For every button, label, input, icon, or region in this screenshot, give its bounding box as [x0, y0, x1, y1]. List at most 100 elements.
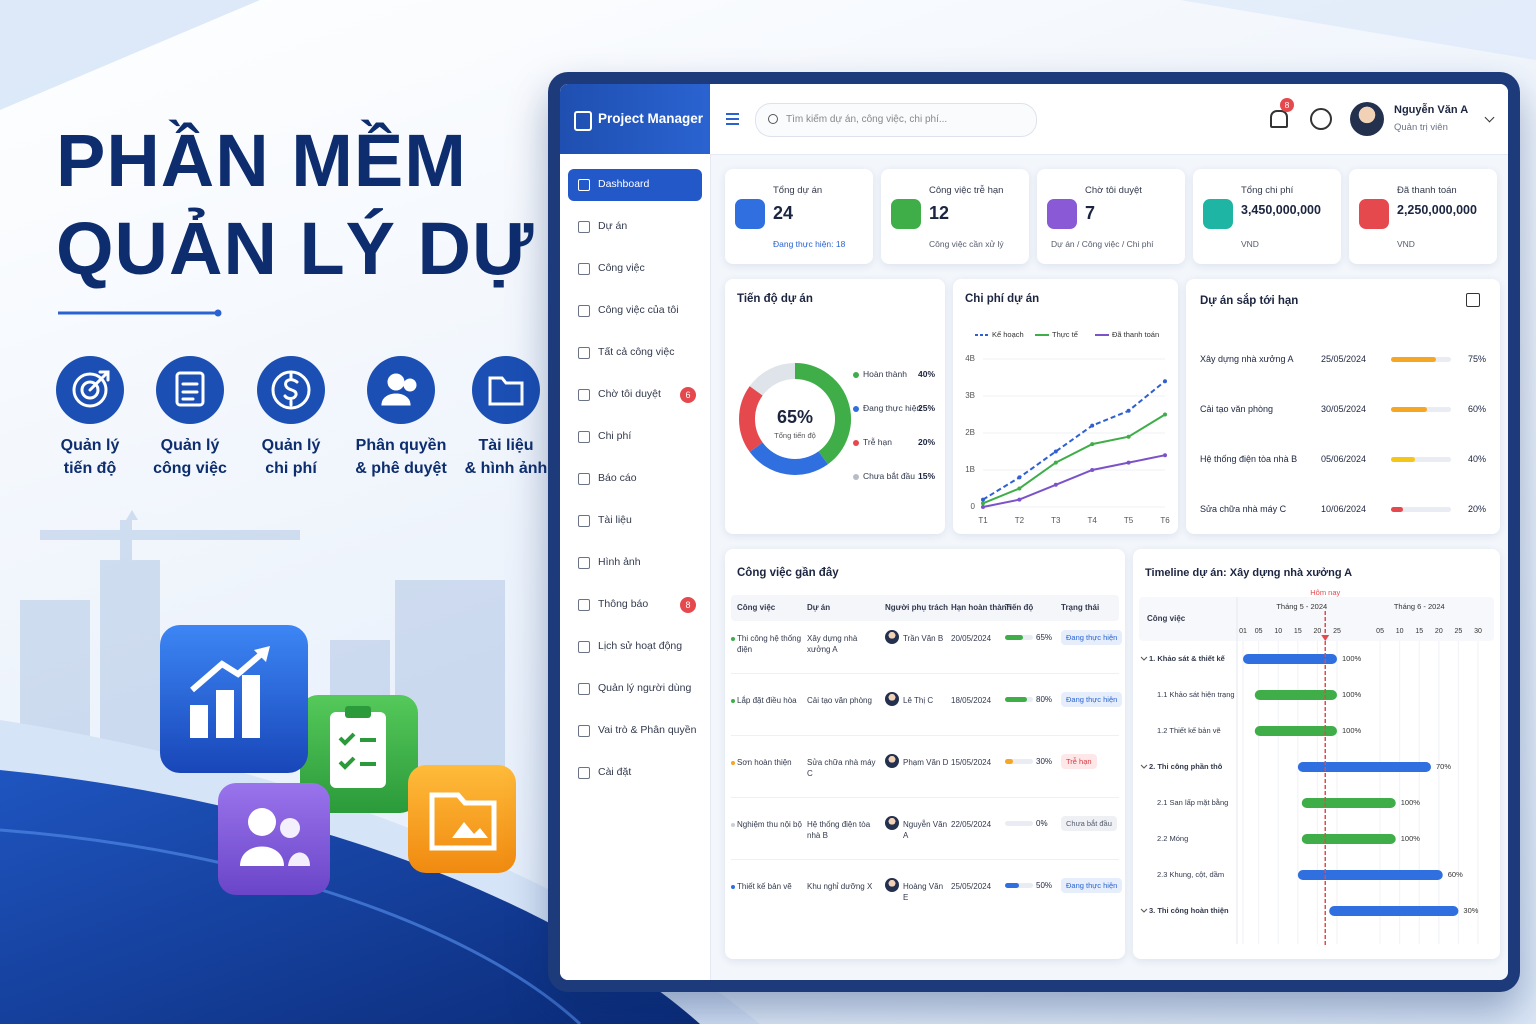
sidebar-label: Cài đặt [598, 766, 632, 778]
wave-line [0, 828, 582, 1024]
sidebar-item[interactable]: Thông báo 8 [568, 589, 702, 621]
deadline-name: Xây dựng nhà xưởng A [1200, 354, 1294, 364]
table-cell: Thiết kế bản vẽ [737, 882, 792, 891]
table-cell: Xây dựng nhà xưởng A [807, 634, 858, 654]
sidebar-item[interactable]: Tất cả công việc [568, 337, 702, 369]
sidebar-icon [578, 473, 590, 485]
device-frame: Project Manager Dashboard Dự án Công việc Cô… [548, 72, 1520, 992]
sidebar-icon [578, 263, 590, 275]
sidebar-label: Báo cáo [598, 472, 637, 484]
bell-icon[interactable] [1270, 110, 1288, 128]
sidebar-item[interactable]: Tài liệu [568, 505, 702, 537]
timeline-header: Công việc [1147, 614, 1186, 623]
card-title: Chi phí dự án [965, 293, 1040, 305]
sidebar-item[interactable]: Công việc của tôi [568, 295, 702, 327]
sidebar-item[interactable]: Quản lý người dùng [568, 673, 702, 705]
group-chevron [1140, 656, 1148, 661]
calendar-icon [1466, 293, 1480, 307]
series-point [1017, 497, 1022, 502]
y-tick-label: 2B [965, 428, 975, 437]
sidebar-badge: 6 [680, 387, 696, 403]
table-cell: Sửa chữa nhà máy C [807, 758, 876, 778]
sidebar-label: Công việc [598, 262, 645, 274]
sidebar-item[interactable]: Dự án [568, 211, 702, 243]
owner-avatar [885, 630, 899, 644]
sidebar-item[interactable]: Chi phí [568, 421, 702, 453]
table-header-bg [731, 595, 1119, 621]
stat-card: Tổng dự án 24 Đang thực hiện: 18 [725, 169, 873, 264]
deadline-name: Cải tạo văn phòng [1200, 404, 1274, 414]
sidebar-label: Chi phí [598, 430, 632, 442]
series-point [1163, 412, 1167, 417]
legend-label: Kế hoạch [992, 330, 1024, 339]
progress-label: 30% [1036, 757, 1053, 766]
sidebar-item[interactable]: Lịch sử hoạt động [568, 631, 702, 663]
stat-label: Chờ tôi duyệt [1085, 185, 1142, 196]
chart-svg: Công việc Tháng 5 - 2024 Tháng 6 - 2024 01 0… [1139, 588, 1494, 947]
sidebar-item[interactable]: Vai trò & Phân quyền [568, 715, 702, 747]
x-tick-label: T4 [1088, 516, 1098, 525]
deadline-percent: 40% [1467, 454, 1486, 464]
feature-label: chi phí [265, 460, 317, 477]
deadline-percent: 60% [1467, 404, 1486, 414]
sidebar-label: Công việc của tôi [598, 304, 679, 316]
sidebar-icon [578, 641, 590, 653]
series-line [982, 413, 1166, 505]
y-tick-label: 4B [965, 354, 975, 363]
donut-center-value: 65% [776, 407, 814, 427]
legend-dot [853, 440, 859, 446]
card-title: Timeline dự án: Xây dựng nhà xưởng A [1145, 567, 1353, 579]
dark-wave [0, 770, 700, 1024]
series-point [1163, 453, 1167, 458]
gantt-bar [1254, 726, 1337, 736]
help-icon[interactable] [1310, 108, 1332, 130]
stat-icon [891, 199, 921, 229]
status-pill: Đang thực hiện [1061, 630, 1123, 645]
row-divider [731, 859, 1119, 860]
series-point [1126, 408, 1131, 413]
series-point [1090, 423, 1095, 428]
gantt-percent: 100% [1401, 834, 1421, 843]
menu-icon-line [726, 113, 739, 115]
legend-label: Đã thanh toán [1112, 330, 1159, 339]
menu-icon-line [726, 123, 739, 125]
series-point [1163, 379, 1167, 384]
row-divider [731, 797, 1119, 798]
gantt-bar [1329, 906, 1459, 916]
sidebar-item[interactable]: Báo cáo [568, 463, 702, 495]
feature-label: Quản lý [261, 437, 321, 454]
sidebar-item[interactable]: Hình ảnh [568, 547, 702, 579]
x-tick-label: 10 [1274, 628, 1282, 635]
stat-label: Công việc trễ hạn [929, 185, 1004, 196]
sidebar-item[interactable]: Dashboard [568, 169, 702, 201]
deadline-date: 25/05/2024 [1321, 354, 1367, 364]
progress-bar [1391, 457, 1415, 462]
row-divider [731, 673, 1119, 674]
sidebar-item[interactable]: Công việc [568, 253, 702, 285]
legend-dot [853, 406, 859, 412]
table-header: Trạng thái [1061, 603, 1100, 612]
table-cell: Hoàng Văn E [903, 882, 944, 902]
table-header: Tiến độ [1005, 603, 1034, 612]
progress-bar [1391, 407, 1427, 412]
stat-sub: Dự án / Công việc / Chi phí [1051, 239, 1154, 249]
stat-value: 2,250,000,000 [1397, 203, 1477, 217]
month-label: Tháng 6 - 2024 [1394, 602, 1445, 611]
search-box[interactable]: Tìm kiếm dự án, công việc, chi phí... [755, 103, 1037, 137]
user-name: Nguyễn Văn A [1394, 104, 1469, 116]
row-dot [731, 637, 735, 641]
sidebar-label: Dự án [598, 220, 628, 232]
row-dot [731, 885, 735, 889]
table-cell: 18/05/2024 [951, 696, 992, 705]
gantt-bar [1297, 762, 1431, 772]
sidebar-icon [578, 221, 590, 233]
x-tick-label: 20 [1435, 628, 1443, 635]
sidebar-label: Lịch sử hoạt động [598, 640, 683, 652]
sidebar-item[interactable]: Chờ tôi duyệt 6 [568, 379, 702, 411]
series-point [1090, 442, 1095, 447]
sidebar-item[interactable]: Cài đặt [568, 757, 702, 789]
x-tick-label: 30 [1474, 628, 1482, 635]
gantt-percent: 100% [1342, 690, 1362, 699]
card-title: Dự án sắp tới hạn [1200, 295, 1299, 307]
status-pill: Đang thực hiện [1061, 878, 1123, 893]
